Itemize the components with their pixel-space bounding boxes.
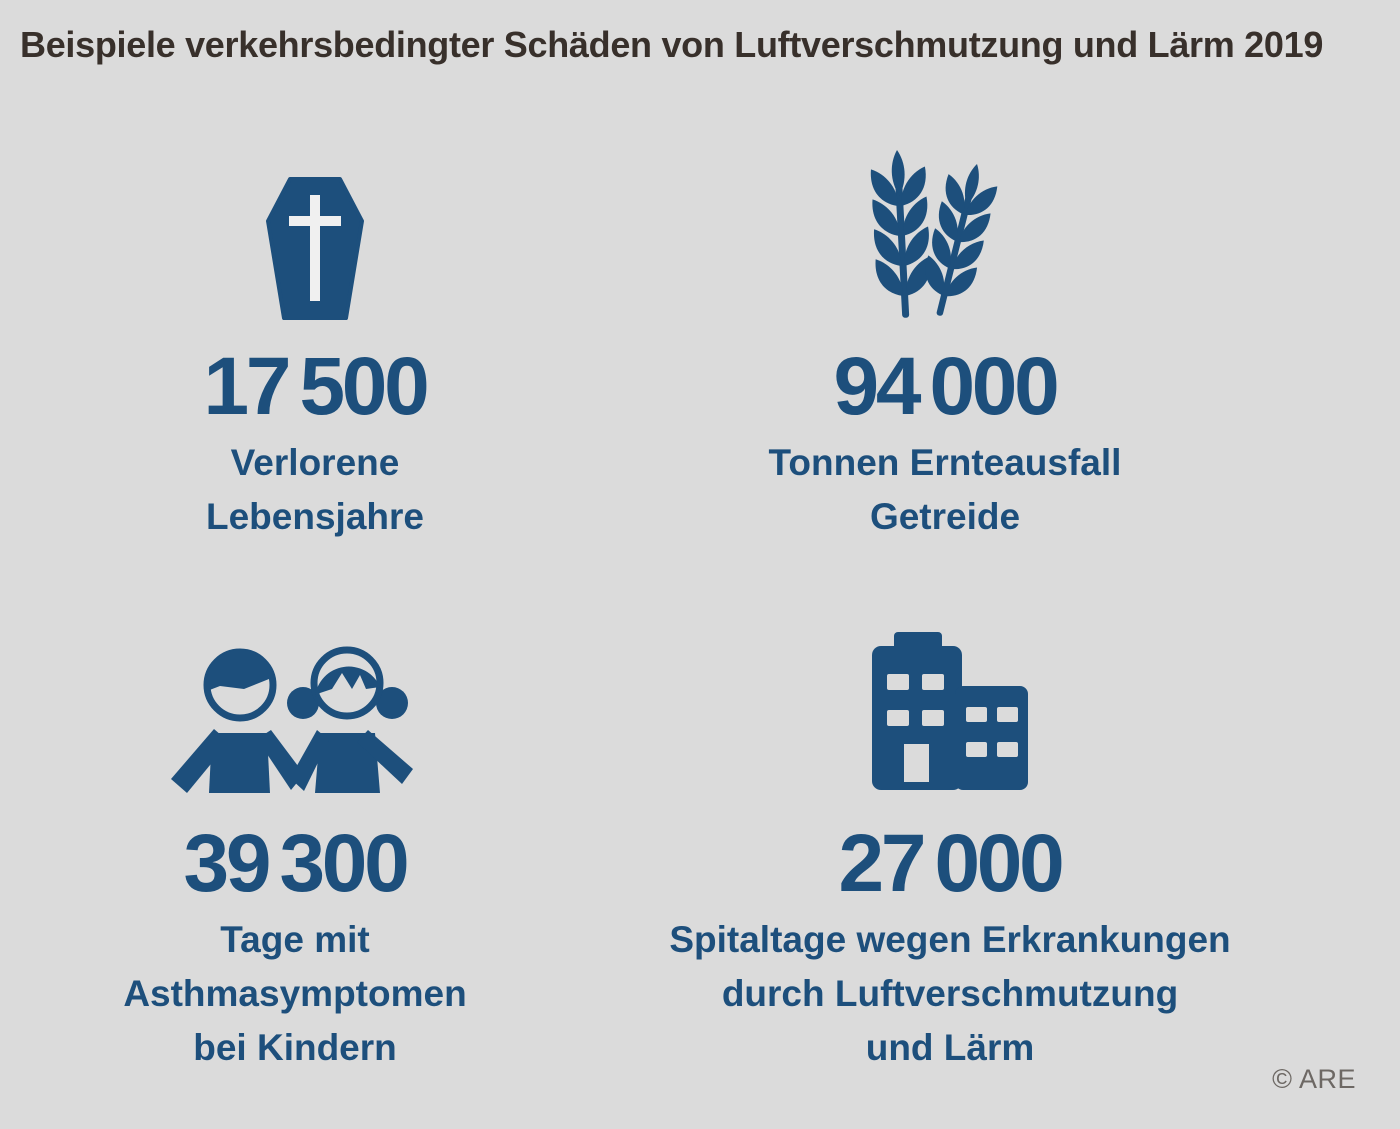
- wheat-icon: [857, 148, 1033, 320]
- icon-box: [75, 645, 515, 795]
- stat-label-line: Verlorene: [230, 442, 400, 483]
- stat-value: 17 500: [203, 341, 430, 432]
- stat-value: 27 000: [838, 818, 1065, 909]
- stat-label: Tonnen Ernteausfall Getreide: [725, 436, 1165, 544]
- stat-label-line: und Lärm: [865, 1027, 1035, 1068]
- stat-lost-life-years: 17 500 Verlorene Lebensjahre: [95, 148, 535, 544]
- stat-label-line: Asthmasymptomen: [123, 973, 467, 1014]
- page-title: Beispiele verkehrsbedingter Schäden von …: [20, 24, 1324, 65]
- coffin-icon: [266, 177, 364, 320]
- stat-label: Tage mit Asthmasymptomen bei Kindern: [75, 913, 515, 1075]
- stat-label-line: Getreide: [869, 496, 1021, 537]
- copyright-credit: © ARE: [1272, 1064, 1356, 1094]
- icon-box: [725, 148, 1165, 320]
- stat-hospital-days: 27 000 Spitaltage wegen Erkrankungen dur…: [640, 630, 1260, 1075]
- stat-label-line: Lebensjahre: [206, 496, 424, 537]
- stat-label-line: bei Kindern: [193, 1027, 397, 1068]
- stat-asthma-days-children: 39 300 Tage mit Asthmasymptomen bei Kind…: [75, 645, 515, 1075]
- stat-label-line: Tonnen Ernteausfall: [768, 442, 1122, 483]
- stat-crop-loss-grain: 94 000 Tonnen Ernteausfall Getreide: [725, 148, 1165, 544]
- stat-value: 94 000: [833, 341, 1060, 432]
- stat-label: Spitaltage wegen Erkrankungen durch Luft…: [640, 913, 1260, 1075]
- icon-box: [640, 630, 1260, 792]
- hospital-icon: [872, 632, 1028, 790]
- stat-label-line: Spitaltage wegen Erkrankungen: [669, 919, 1231, 960]
- stat-value: 39 300: [183, 818, 410, 909]
- stat-label: Verlorene Lebensjahre: [95, 436, 535, 544]
- icon-box: [95, 148, 535, 320]
- stat-label-line: durch Luftverschmutzung: [721, 973, 1179, 1014]
- stat-label-line: Tage mit: [220, 919, 370, 960]
- children-icon: [171, 646, 413, 793]
